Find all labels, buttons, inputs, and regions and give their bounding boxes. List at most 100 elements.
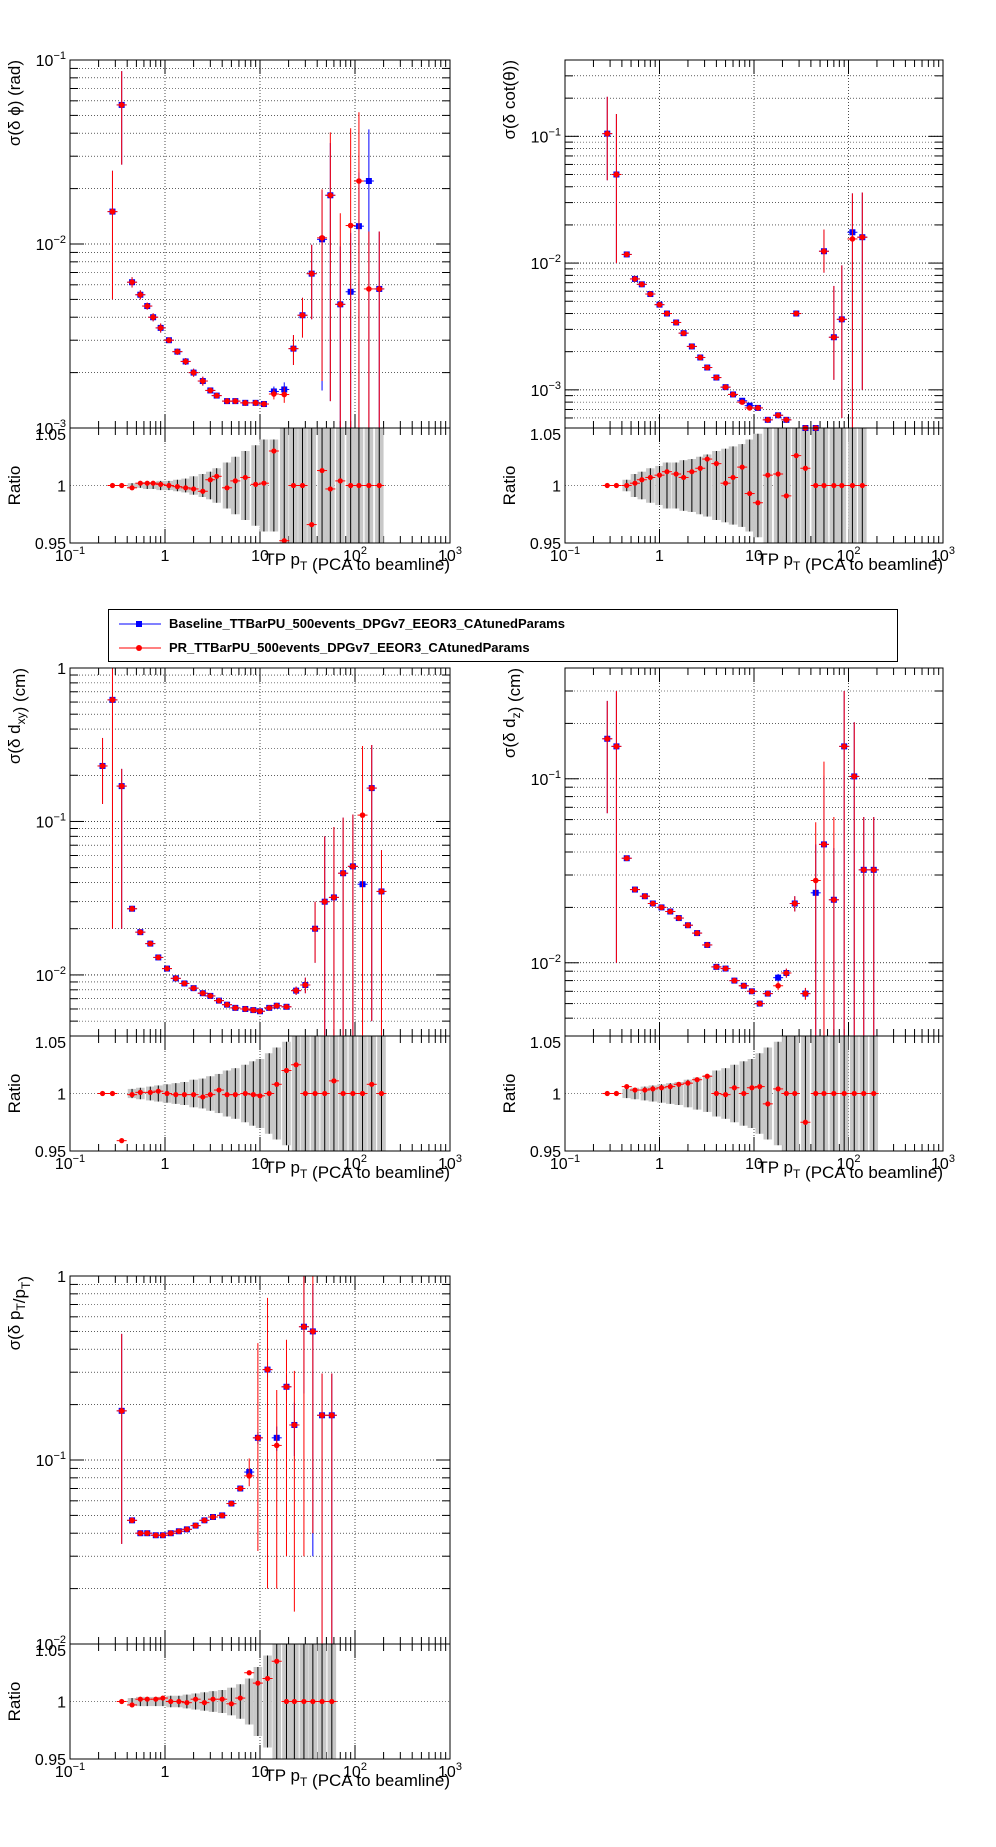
y-tick-label-base: 10 bbox=[531, 956, 549, 973]
pr-point bbox=[689, 343, 695, 350]
pr-point bbox=[722, 384, 729, 390]
ratio-point bbox=[312, 1090, 318, 1097]
y-tick-label-base: 10 bbox=[36, 237, 54, 254]
legend-marker-pr bbox=[119, 645, 161, 651]
x-tick-label-base: 10 bbox=[931, 548, 949, 565]
x-tick-label-base: 10 bbox=[343, 1764, 361, 1781]
x-axis-title-part: (PCA to beamline) bbox=[307, 1163, 450, 1182]
x-axis-title: TP pT (PCA to beamline) bbox=[264, 1158, 450, 1182]
ratio-point bbox=[150, 480, 156, 486]
x-tick-label: 1 bbox=[161, 1156, 170, 1173]
pr-point bbox=[190, 985, 197, 991]
pr-point bbox=[673, 319, 679, 326]
ratio-point bbox=[183, 485, 189, 491]
x-tick-label-base: 10 bbox=[343, 1156, 361, 1173]
ratio-point bbox=[299, 482, 306, 489]
ratio-point bbox=[271, 448, 277, 454]
pr-point bbox=[246, 1473, 253, 1479]
x-tick-label: 103 bbox=[931, 1153, 955, 1173]
pr-point bbox=[144, 303, 151, 309]
pr-point bbox=[731, 977, 738, 984]
ratio-point bbox=[158, 481, 164, 487]
y-tick-label-exp: −2 bbox=[53, 965, 66, 977]
ratio-point bbox=[129, 1702, 135, 1708]
x-tick-label-exp: −1 bbox=[73, 1153, 86, 1165]
pr-point bbox=[337, 301, 344, 308]
y-tick-label-base: 10 bbox=[36, 1453, 54, 1470]
pr-point bbox=[642, 893, 648, 900]
x-tick-label: 10 bbox=[745, 548, 763, 565]
pr-point bbox=[713, 374, 720, 381]
pr-point bbox=[791, 900, 798, 907]
ratio-point bbox=[681, 474, 687, 481]
x-axis-title-sub: T bbox=[793, 1167, 801, 1181]
ratio-point bbox=[301, 1698, 307, 1705]
pr-point bbox=[207, 993, 214, 999]
pr-point bbox=[290, 345, 297, 352]
pr-point bbox=[99, 763, 106, 769]
ratio-point bbox=[664, 469, 670, 475]
x-tick-label-exp: 3 bbox=[456, 1153, 462, 1165]
ratio-point bbox=[181, 1092, 187, 1098]
y-axis-title-part: σ(δ cot(θ)) bbox=[500, 60, 519, 139]
pr-point bbox=[147, 940, 154, 947]
ratio-tick-label: 0.95 bbox=[35, 1752, 66, 1769]
pr-point bbox=[257, 1008, 263, 1015]
y-tick-label-base: 10 bbox=[36, 814, 54, 831]
pr-point bbox=[604, 130, 611, 137]
pr-point bbox=[697, 354, 704, 361]
x-tick-label-base: 10 bbox=[343, 548, 361, 565]
pr-point bbox=[746, 405, 753, 411]
ratio-point bbox=[604, 1090, 610, 1097]
ratio-point bbox=[378, 1090, 385, 1097]
ratio-point bbox=[232, 1092, 238, 1098]
pr-point bbox=[137, 291, 144, 298]
x-axis-title: TP pT (PCA to beamline) bbox=[757, 550, 943, 574]
x-tick-label: 1 bbox=[655, 1156, 664, 1173]
y-tick-label-exp: −2 bbox=[53, 1634, 66, 1646]
ratio-point bbox=[257, 1093, 263, 1099]
y-tick-label: 10−2 bbox=[36, 234, 66, 254]
pr-point bbox=[224, 1001, 230, 1008]
ratio-point bbox=[99, 1090, 106, 1097]
ratio-point bbox=[147, 1089, 153, 1095]
y-tick-label: 10−1 bbox=[36, 811, 66, 831]
ratio-point bbox=[290, 482, 297, 489]
pr-point bbox=[368, 785, 375, 791]
ratio-point bbox=[319, 1698, 325, 1705]
x-tick-label: 103 bbox=[931, 545, 955, 565]
pr-point bbox=[261, 401, 267, 407]
pr-point bbox=[366, 286, 372, 292]
x-tick-label-base: 10 bbox=[837, 1156, 855, 1173]
ratio-tick-label: 1 bbox=[57, 1087, 66, 1104]
ratio-point bbox=[129, 1092, 135, 1098]
pr-point bbox=[319, 235, 325, 241]
ratio-point bbox=[119, 482, 125, 489]
ratio-axis-title: Ratio bbox=[500, 1074, 519, 1114]
pr-point bbox=[184, 1526, 190, 1533]
ratio-point bbox=[109, 1090, 116, 1097]
pr-point bbox=[109, 208, 116, 215]
y-tick-label: 10−3 bbox=[36, 418, 66, 438]
ratio-point bbox=[731, 1085, 737, 1091]
pr-point bbox=[301, 1323, 307, 1330]
x-tick-label: 102 bbox=[837, 1153, 861, 1173]
pr-point bbox=[793, 310, 800, 317]
ratio-point bbox=[747, 490, 753, 497]
ratio-point bbox=[722, 480, 729, 486]
pr-point bbox=[849, 236, 856, 242]
ratio-point bbox=[274, 1658, 280, 1664]
pr-point bbox=[623, 855, 630, 862]
ratio-point bbox=[184, 1700, 190, 1706]
ratio-point bbox=[201, 1700, 208, 1706]
ratio-tick-label: 1.05 bbox=[35, 1035, 66, 1052]
pr-point bbox=[144, 1530, 151, 1537]
pr-point bbox=[164, 965, 170, 972]
pr-point bbox=[283, 1003, 290, 1010]
y-axis-title: σ(δ pT/pT) bbox=[5, 1276, 34, 1350]
pr-point bbox=[722, 965, 729, 972]
ratio-point bbox=[283, 1067, 290, 1074]
pr-point bbox=[181, 980, 188, 987]
